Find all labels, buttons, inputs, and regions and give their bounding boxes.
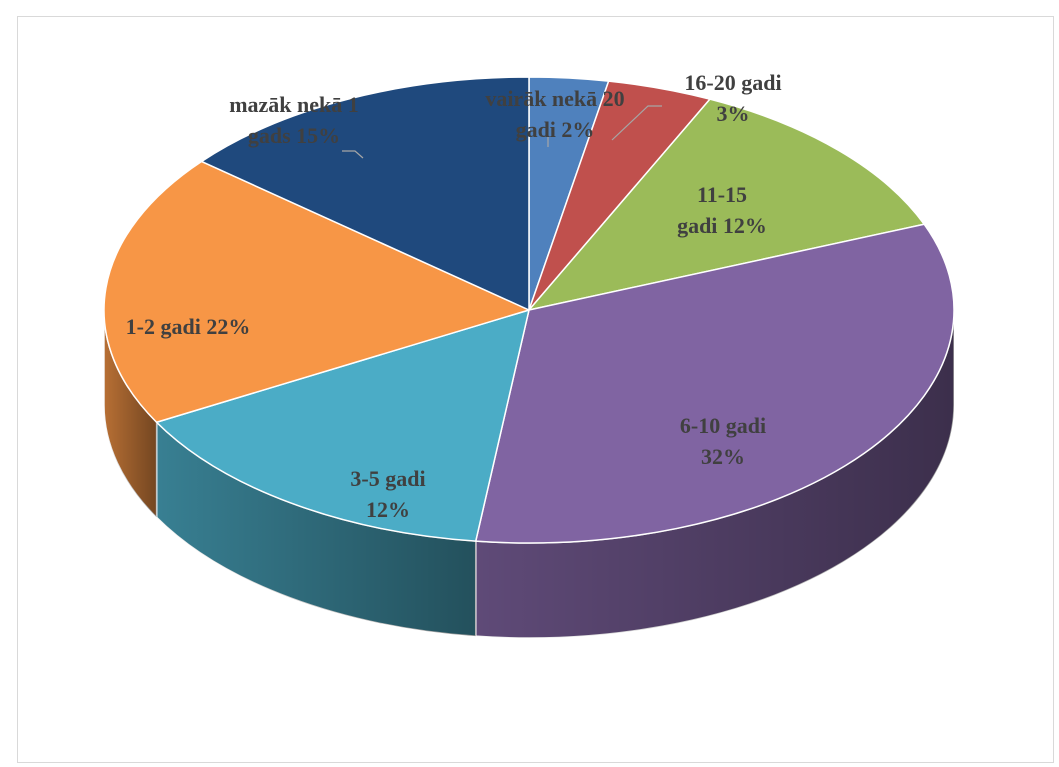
pie-slice-2 <box>528 98 925 311</box>
pie-slice-4 <box>155 309 530 542</box>
leader-lines <box>342 105 662 159</box>
data-label-line: 6-10 gadi <box>680 413 766 438</box>
data-label-2: 11-15 gadi 12% <box>677 182 767 238</box>
pie-slice-3 <box>474 223 955 544</box>
data-label-line: 3-5 gadi <box>350 466 425 491</box>
pie-slice-side-shade-3 <box>475 310 954 638</box>
data-label-line: 11-15 <box>697 182 747 207</box>
leader-line-6 <box>342 150 364 159</box>
pie-slice-side-shade-5 <box>104 310 157 518</box>
leader-line-1 <box>611 105 662 141</box>
pie-slice-6 <box>200 76 530 311</box>
data-label-0: vairāk nekā 20 gadi 2% <box>485 86 624 142</box>
data-label-line: vairāk nekā 20 <box>485 86 624 111</box>
data-label-line: 3% <box>717 101 750 126</box>
data-label-line: 12% <box>366 497 410 522</box>
data-labels: vairāk nekā 20 gadi 2% 16-20 gadi 3% 11-15 ga… <box>126 70 782 522</box>
data-label-line: 1-2 gadi 22% <box>126 314 251 339</box>
pie-slices <box>103 76 955 544</box>
data-label-6: mazāk nekā 1 gads 15% <box>229 92 359 148</box>
data-label-line: 16-20 gadi <box>684 70 781 95</box>
data-label-5: 1-2 gadi 22% <box>126 314 251 339</box>
pie-slice-5 <box>103 160 530 423</box>
data-label-line: gads 15% <box>248 123 340 148</box>
data-label-4: 3-5 gadi 12% <box>350 466 425 522</box>
data-label-line: mazāk nekā 1 <box>229 92 359 117</box>
data-label-line: 32% <box>701 444 745 469</box>
data-label-1: 16-20 gadi 3% <box>684 70 781 126</box>
pie-slice-side-shade-4 <box>156 422 476 637</box>
data-label-3: 6-10 gadi 32% <box>680 413 766 469</box>
data-label-line: gadi 12% <box>677 213 767 238</box>
data-label-line: gadi 2% <box>516 117 595 142</box>
